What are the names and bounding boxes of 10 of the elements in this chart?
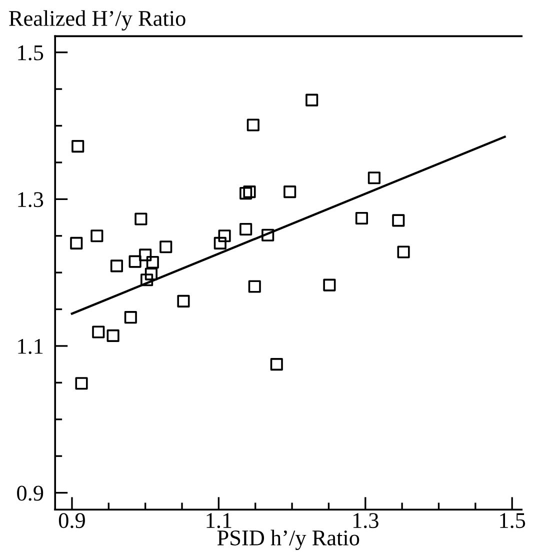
x-tick-label: 1.3 xyxy=(353,513,378,528)
y-tick-label: 1.1 xyxy=(18,339,43,354)
y-axis-title: Realized H’/y Ratio xyxy=(9,10,186,31)
x-axis-title: PSID h’/y Ratio xyxy=(217,530,360,550)
y-tick-label: 1.5 xyxy=(18,45,44,60)
y-tick-label: 0.9 xyxy=(17,486,44,501)
x-tick-label: 1.1 xyxy=(206,513,232,528)
x-tick-label: 1.5 xyxy=(500,513,526,528)
x-tick-label: 0.9 xyxy=(58,513,85,528)
y-tick-label: 1.3 xyxy=(18,192,44,208)
